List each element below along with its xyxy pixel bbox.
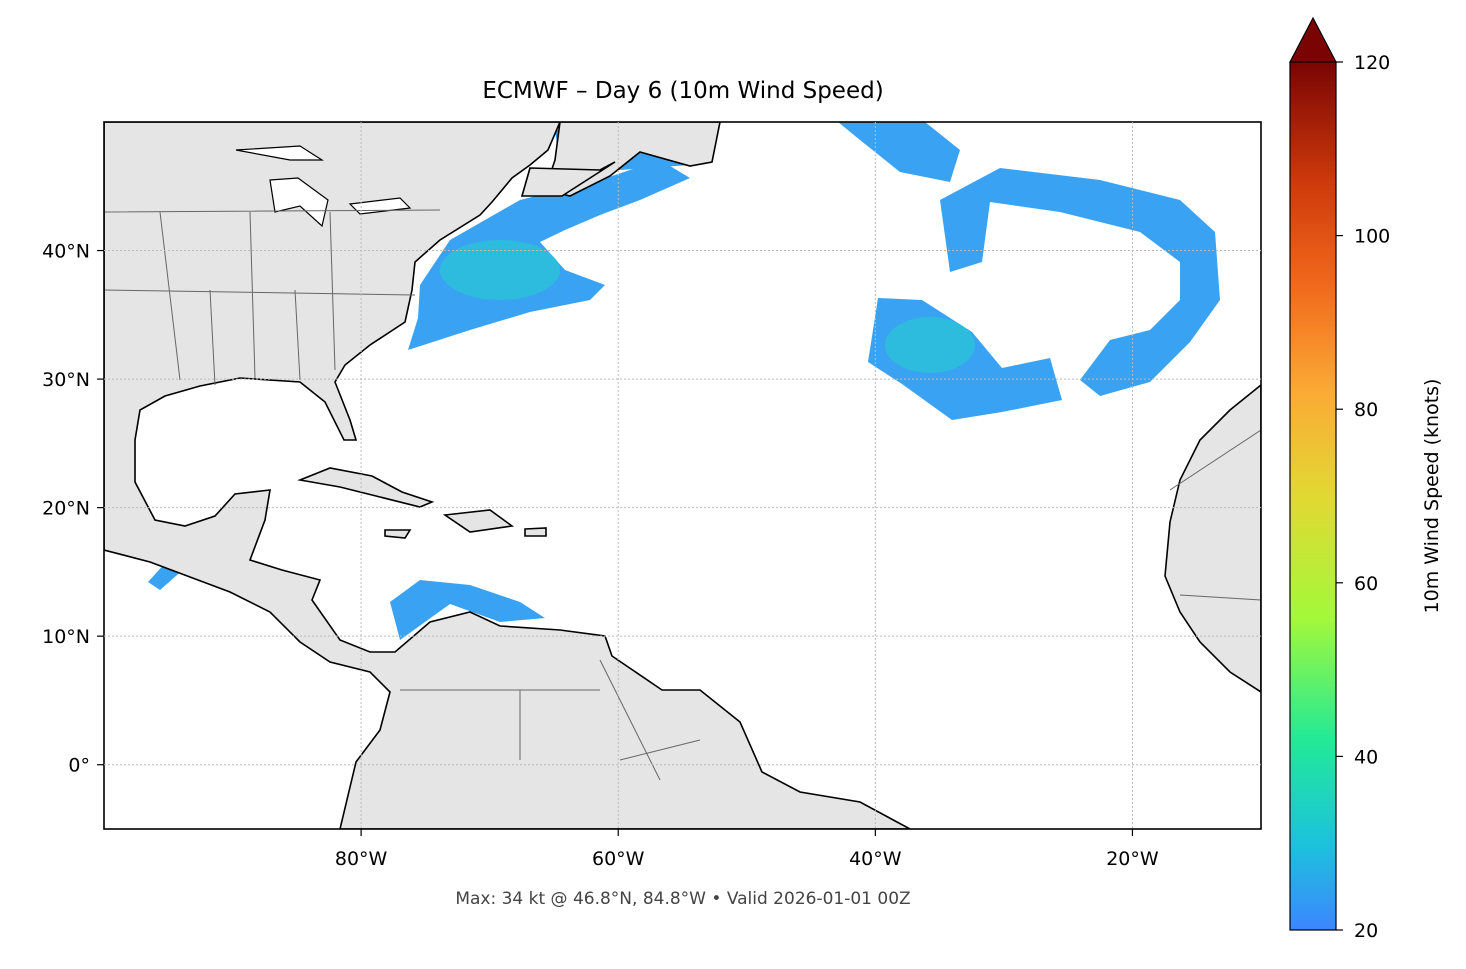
y-tick-label: 20°N xyxy=(42,498,90,520)
colorbar-tick-label: 40 xyxy=(1354,746,1378,768)
y-tick-label: 40°N xyxy=(42,241,90,263)
colorbar-gradient xyxy=(1289,61,1337,931)
x-tick-label: 20°W xyxy=(1106,848,1159,870)
colorbar-tick-label: 80 xyxy=(1354,399,1378,421)
wind-field xyxy=(148,122,1220,640)
colorbar-tick-label: 20 xyxy=(1354,920,1378,942)
x-tick-label: 60°W xyxy=(592,848,645,870)
y-tick-label: 10°N xyxy=(42,626,90,648)
colorbar-tick-label: 120 xyxy=(1354,52,1390,74)
y-tick-label: 30°N xyxy=(42,369,90,391)
x-tick-label: 80°W xyxy=(335,848,388,870)
map-area xyxy=(104,122,1261,829)
map-frame xyxy=(103,121,1262,830)
colorbar-label: 10m Wind Speed (knots) xyxy=(1421,379,1443,614)
y-tick-label: 0° xyxy=(68,755,90,777)
map-title: ECMWF – Day 6 (10m Wind Speed) xyxy=(482,78,883,104)
colorbar-tick-label: 60 xyxy=(1354,573,1378,595)
colorbar-extend xyxy=(1289,16,1337,63)
land xyxy=(104,122,1261,829)
colorbar-tick-label: 100 xyxy=(1354,226,1390,248)
footer: Max: 34 kt @ 46.8°N, 84.8°W • Valid 2026… xyxy=(455,889,910,909)
x-tick-label: 40°W xyxy=(849,848,902,870)
colorbar xyxy=(1289,16,1337,931)
